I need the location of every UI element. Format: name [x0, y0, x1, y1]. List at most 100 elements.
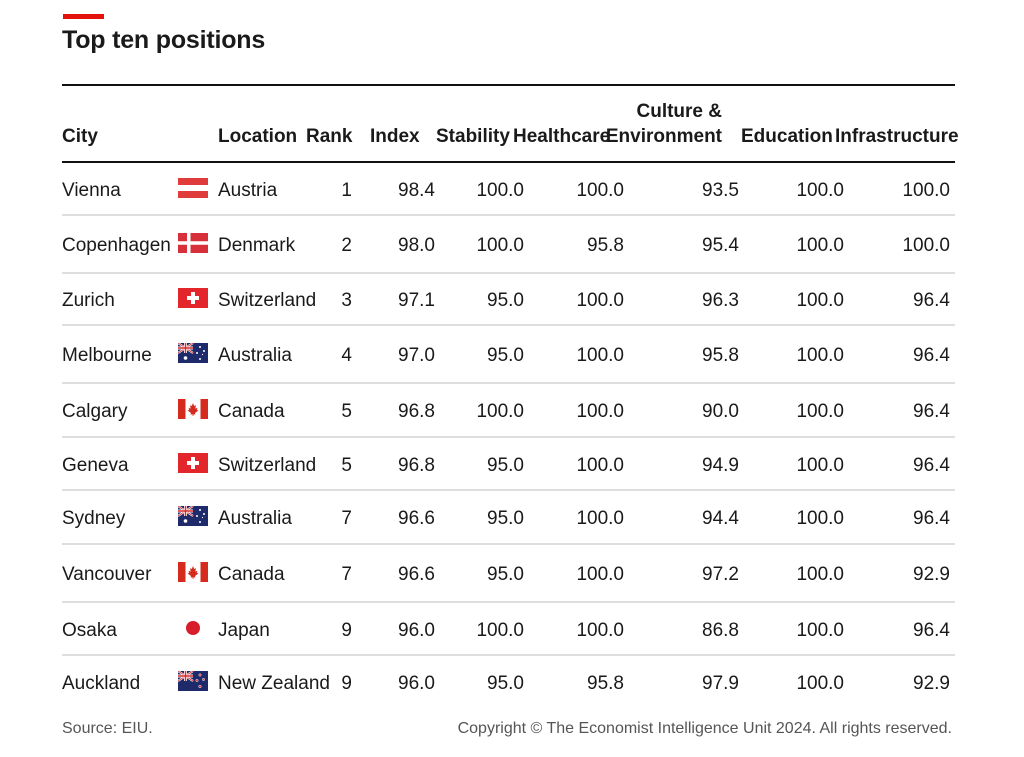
denmark-flag-icon: [178, 233, 208, 253]
australia-flag-icon: [177, 342, 208, 363]
cell-location: Switzerland: [218, 455, 317, 476]
row-separator: [62, 436, 955, 438]
cell-stability: 95.0: [487, 345, 524, 366]
cell-culture: 97.2: [702, 564, 739, 585]
header-infrastructure: Infrastructure: [835, 126, 959, 147]
header-stability: Stability: [436, 126, 510, 147]
cell-index: 96.6: [398, 508, 435, 529]
cell-healthcare: 95.8: [587, 235, 624, 256]
cell-infrastructure: 92.9: [913, 673, 950, 694]
cell-city: Melbourne: [62, 345, 152, 366]
cell-index: 96.8: [398, 455, 435, 476]
table-row: Vienna Austria 1 98.4 100.0 100.0 93.5 100.0 100…: [62, 163, 955, 216]
cell-location: Canada: [218, 401, 285, 422]
cell-education: 100.0: [796, 345, 844, 366]
header-rule: [62, 161, 955, 163]
cell-education: 100.0: [796, 180, 844, 201]
header-education: Education: [741, 126, 833, 147]
cell-stability: 100.0: [476, 401, 524, 422]
cell-index: 96.0: [398, 673, 435, 694]
cell-rank: 7: [341, 508, 352, 529]
cell-rank: 2: [341, 235, 352, 256]
cell-healthcare: 100.0: [576, 455, 624, 476]
chart-title: Top ten positions: [62, 26, 266, 54]
cell-location: Switzerland: [218, 290, 317, 311]
table-row: Copenhagen Denmark 2 98.0 100.0 95.8 95.4 100.0…: [62, 216, 955, 274]
cell-education: 100.0: [796, 290, 844, 311]
cell-location: New Zealand: [218, 673, 330, 694]
austria-flag-icon: [178, 178, 208, 198]
cell-healthcare: 100.0: [576, 620, 624, 641]
cell-culture: 86.8: [702, 620, 739, 641]
cell-education: 100.0: [796, 401, 844, 422]
row-separator: [62, 214, 955, 216]
cell-infrastructure: 96.4: [913, 620, 950, 641]
cell-education: 100.0: [796, 235, 844, 256]
cell-culture: 93.5: [702, 180, 739, 201]
cell-culture: 90.0: [702, 401, 739, 422]
cell-infrastructure: 100.0: [902, 180, 950, 201]
cell-location: Austria: [218, 180, 278, 201]
cell-location: Australia: [218, 508, 292, 529]
table-row: Sydney Australia 7 96.6 95.0 100.0 94.4 100.0 96…: [62, 491, 955, 545]
table-row: Auckland New Zealand 9 96.0 95.0 95.8 97.9 100.…: [62, 656, 955, 710]
table-row: Calgary Canada 5 96.8 100.0 100.0 90.0 100.0 96.…: [62, 384, 955, 438]
cell-stability: 95.0: [487, 673, 524, 694]
cell-healthcare: 100.0: [576, 401, 624, 422]
row-separator: [62, 489, 955, 491]
cell-city: Osaka: [62, 620, 117, 641]
cell-culture: 94.9: [702, 455, 739, 476]
cell-city: Auckland: [62, 673, 141, 694]
cell-infrastructure: 96.4: [913, 345, 950, 366]
header-city: City: [62, 126, 98, 147]
table-row: Melbourne Australia 4 97.0 95.0 100.0 95.8 100.…: [62, 326, 955, 384]
header-index: Index: [370, 126, 420, 147]
cell-rank: 9: [341, 620, 352, 641]
cell-location: Canada: [218, 564, 285, 585]
cell-index: 96.8: [398, 401, 435, 422]
cell-index: 98.4: [398, 180, 435, 201]
cell-index: 98.0: [398, 235, 435, 256]
cell-city: Zurich: [62, 290, 115, 311]
header-culture-line1: Culture &: [636, 101, 723, 122]
cell-stability: 95.0: [487, 455, 524, 476]
row-separator: [62, 382, 955, 384]
cell-location: Denmark: [218, 235, 296, 256]
new-zealand-flag-icon: [177, 670, 208, 691]
cell-healthcare: 100.0: [576, 180, 624, 201]
cell-rank: 7: [341, 564, 352, 585]
cell-healthcare: 95.8: [587, 673, 624, 694]
cell-rank: 1: [341, 180, 352, 201]
switzerland-flag-icon: [178, 453, 208, 473]
switzerland-flag-icon: [178, 288, 208, 308]
row-separator: [62, 272, 955, 274]
cell-infrastructure: 92.9: [913, 564, 950, 585]
row-separator: [62, 543, 955, 545]
cell-city: Vienna: [62, 180, 121, 201]
cell-index: 97.0: [398, 345, 435, 366]
cell-healthcare: 100.0: [576, 290, 624, 311]
cell-rank: 4: [341, 345, 352, 366]
row-separator: [62, 601, 955, 603]
cell-culture: 95.4: [702, 235, 739, 256]
canada-flag-icon: [178, 399, 208, 419]
cell-healthcare: 100.0: [576, 508, 624, 529]
cell-infrastructure: 96.4: [913, 290, 950, 311]
cell-stability: 100.0: [476, 180, 524, 201]
cell-rank: 5: [341, 401, 352, 422]
row-separator: [62, 324, 955, 326]
cell-education: 100.0: [796, 455, 844, 476]
cell-city: Copenhagen: [62, 235, 171, 256]
cell-index: 97.1: [398, 290, 435, 311]
australia-flag-icon: [177, 505, 208, 526]
cell-healthcare: 100.0: [576, 345, 624, 366]
cell-stability: 95.0: [487, 564, 524, 585]
accent-bar: [63, 14, 104, 19]
cell-rank: 5: [341, 455, 352, 476]
header-location: Location: [218, 126, 298, 147]
table-row: Osaka Japan 9 96.0 100.0 100.0 86.8 100.0 96.4: [62, 603, 955, 656]
cell-infrastructure: 96.4: [913, 455, 950, 476]
cell-city: Geneva: [62, 455, 129, 476]
cell-infrastructure: 96.4: [913, 508, 950, 529]
cell-index: 96.6: [398, 564, 435, 585]
